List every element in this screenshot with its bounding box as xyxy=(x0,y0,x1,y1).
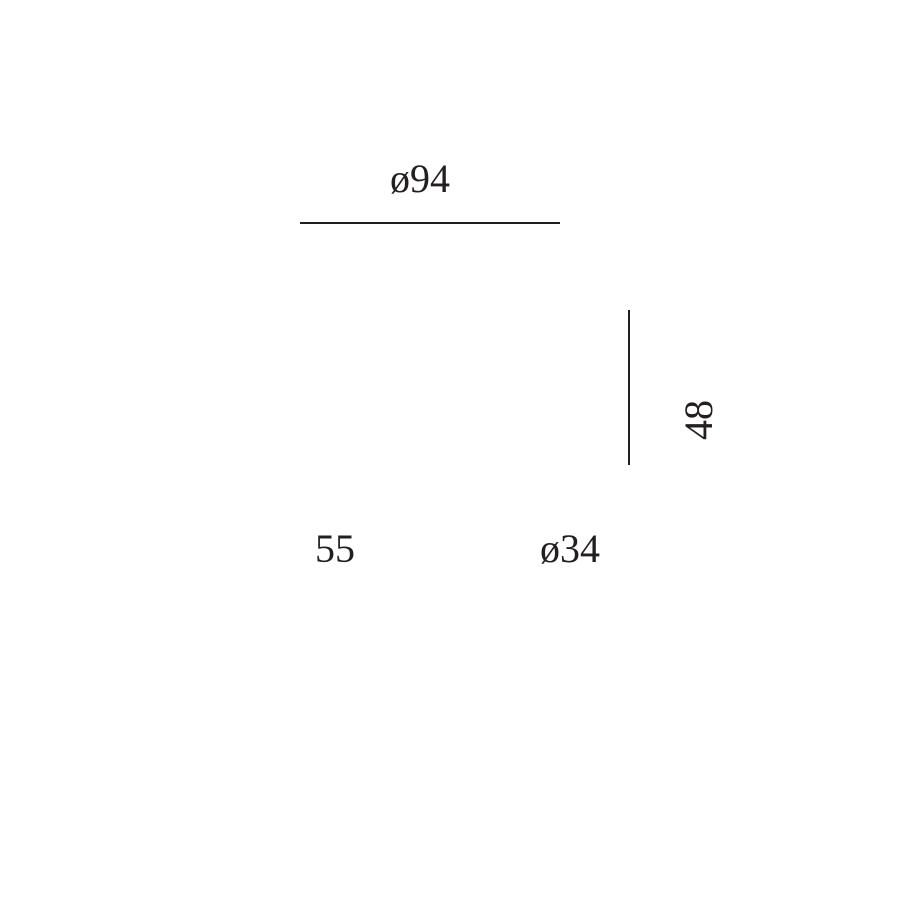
dimension-label-top-diameter: ø94 xyxy=(390,155,450,202)
dimension-line-top xyxy=(300,222,560,224)
dimension-label-bottom-left: 55 xyxy=(315,525,355,572)
dimension-label-right-height: 48 xyxy=(675,400,722,440)
dimension-line-right xyxy=(628,310,630,465)
dimension-label-bottom-right: ø34 xyxy=(540,525,600,572)
